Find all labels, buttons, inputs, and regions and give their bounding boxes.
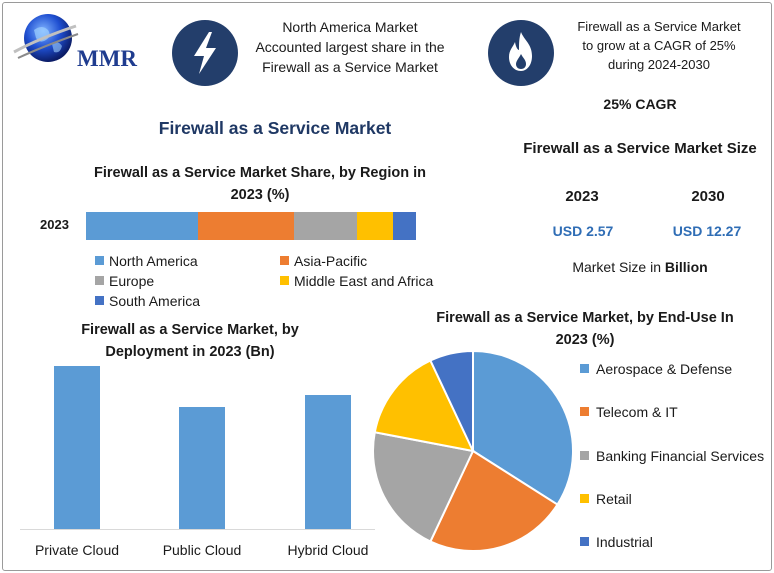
pie-slice-retail <box>373 359 475 453</box>
region-legend-item: Europe <box>95 273 154 289</box>
deployment-bar-hybrid-cloud <box>305 395 351 529</box>
globe-icon <box>13 14 79 62</box>
region-bar-segment-south-america <box>392 212 416 240</box>
unit-bold: Billion <box>664 259 708 275</box>
legend-swatch <box>580 407 589 416</box>
region-chart-title: Firewall as a Service Market Share, by R… <box>93 165 427 203</box>
legend-label: Aerospace & Defense <box>596 361 733 377</box>
pie-legend-item: Telecom & IT <box>580 404 678 420</box>
legend-swatch <box>95 256 104 265</box>
main-title: Firewall as a Service Market <box>158 118 392 138</box>
callout-line: Accounted largest share in the <box>255 39 445 55</box>
pie-legend-item: Industrial <box>580 534 653 550</box>
pie-slice-banking-financial-services <box>372 431 475 543</box>
deployment-bar-private-cloud <box>54 366 100 529</box>
region-bar-segment-north-america <box>86 212 199 240</box>
year-2023: 2023 <box>565 188 599 205</box>
market-size-title: Firewall as a Service Market Size <box>523 140 757 157</box>
legend-swatch <box>95 296 104 305</box>
deployment-category-label: Private Cloud <box>34 542 120 558</box>
lightning-icon <box>172 20 238 86</box>
north-america-callout: North America Market Accounted largest s… <box>240 17 460 77</box>
callout-line: Firewall as a Service Market <box>577 19 741 34</box>
deployment-bar-public-cloud <box>179 406 225 529</box>
region-stacked-bar <box>86 212 416 240</box>
callout-line: during 2024-2030 <box>608 57 710 72</box>
legend-label: Retail <box>596 491 632 507</box>
cagr-callout: Firewall as a Service Market to grow at … <box>564 17 754 74</box>
pie-legend-item: Retail <box>580 491 632 507</box>
callout-line: North America Market <box>282 19 418 35</box>
legend-swatch <box>580 494 589 503</box>
legend-label: Middle East and Africa <box>294 273 434 289</box>
legend-label: Industrial <box>596 534 653 550</box>
region-legend-item: Asia-Pacific <box>280 253 367 269</box>
legend-label: Europe <box>109 273 155 289</box>
value-2030: USD 12.27 <box>672 223 742 239</box>
region-legend-item: Middle East and Africa <box>280 273 433 289</box>
unit-prefix: Market Size in <box>572 259 665 275</box>
mmr-logo: MMR <box>10 8 160 71</box>
legend-swatch <box>280 276 289 285</box>
legend-label: Asia-Pacific <box>294 253 368 269</box>
value-2023: USD 2.57 <box>552 223 614 239</box>
legend-label: Banking Financial Services <box>596 448 765 464</box>
enduse-pie-chart <box>372 349 574 552</box>
deployment-category-label: Public Cloud <box>162 542 242 558</box>
legend-swatch <box>580 364 589 373</box>
pie-slice-industrial <box>429 349 474 452</box>
legend-label: South America <box>109 293 201 309</box>
region-legend-item: South America <box>95 293 200 309</box>
legend-swatch <box>95 276 104 285</box>
region-legend-item: North America <box>95 253 198 269</box>
region-bar-segment-asia-pacific <box>198 212 294 240</box>
cagr-value: 25% CAGR <box>603 96 677 112</box>
callout-line: to grow at a CAGR of 25% <box>582 38 736 53</box>
legend-swatch <box>580 537 589 546</box>
deployment-category-label: Hybrid Cloud <box>287 542 369 558</box>
logo-text: MMR <box>77 46 138 71</box>
region-bar-segment-europe <box>293 212 357 240</box>
legend-swatch <box>580 451 589 460</box>
deployment-chart-title: Firewall as a Service Market, by Deploym… <box>81 322 299 360</box>
legend-swatch <box>280 256 289 265</box>
enduse-chart-title: Firewall as a Service Market, by End-Use… <box>436 310 734 348</box>
callout-line: Firewall as a Service Market <box>262 59 438 75</box>
region-bar-segment-middle-east-and-africa <box>356 212 393 240</box>
legend-label: North America <box>109 253 198 269</box>
market-size-unit: Market Size in Billion <box>545 259 735 275</box>
pie-legend-item: Banking Financial Services <box>580 448 764 464</box>
flame-icon <box>488 20 554 86</box>
pie-legend-item: Aerospace & Defense <box>580 361 732 377</box>
legend-label: Telecom & IT <box>596 404 678 420</box>
year-2030: 2030 <box>691 188 725 205</box>
region-chart-category-label: 2023 <box>40 217 69 232</box>
deployment-axis <box>20 529 375 530</box>
